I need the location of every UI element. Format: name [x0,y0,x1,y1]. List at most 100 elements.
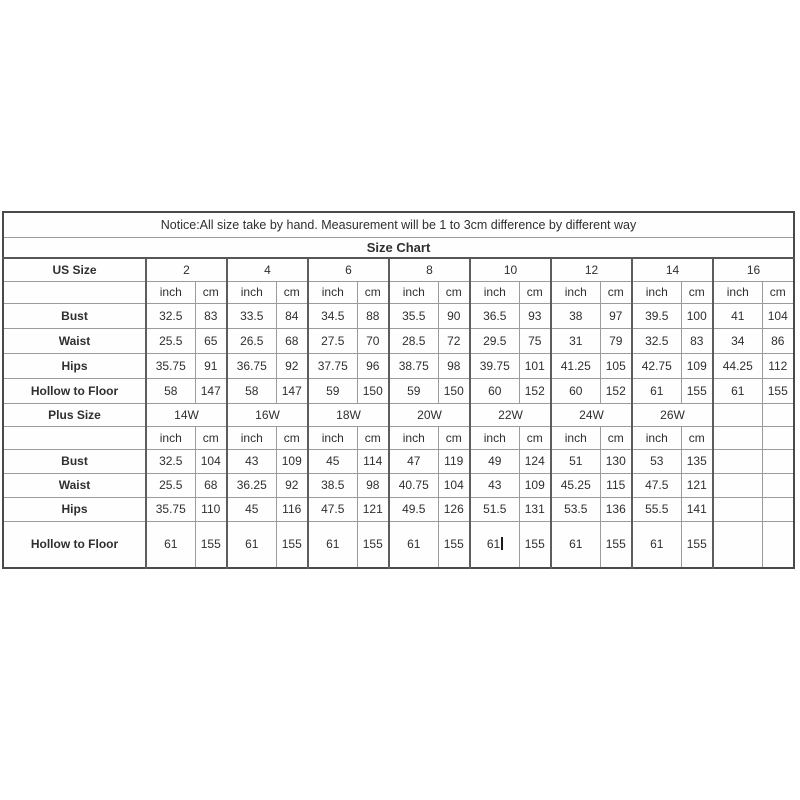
unit-header-cm-20w: cm [437,425,471,450]
size-header-16: 16 [711,257,795,282]
size-header-12: 12 [550,257,633,282]
standard-hips-16-inch: 44.25 [712,352,763,379]
plus-bust-24w-inch: 51 [550,448,601,474]
standard-waist-12-cm: 79 [599,327,633,354]
standard-units-row-spacer [2,280,147,304]
standard-waist-8-cm: 72 [437,327,471,354]
plus-hollow-to-floor-22w-cm: 155 [518,520,552,569]
standard-bust-10-cm: 93 [518,302,552,329]
plus-hips-20w-cm: 126 [437,496,471,522]
plus-hollow-to-floor-16w-inch: 61 [226,520,277,569]
plus-hips-22w-cm: 131 [518,496,552,522]
standard-bust-10-inch: 36.5 [469,302,520,329]
standard-size-header-row: US Size 2 4 6 8 10 12 14 16 [2,257,795,282]
row-label-waist: Waist [2,327,147,354]
standard-hips-2-inch: 35.75 [145,352,196,379]
unit-header-inch-20w: inch [388,425,439,450]
plus-waist-18w-cm: 98 [356,472,390,498]
standard-hips-6-cm: 96 [356,352,390,379]
notice-text: Notice:All size take by hand. Measuremen… [2,211,795,238]
standard-hips-6-inch: 37.75 [307,352,358,379]
standard-waist-8-inch: 28.5 [388,327,439,354]
plus-bust-14w-cm: 104 [194,448,228,474]
size-chart-table: Notice:All size take by hand. Measuremen… [2,211,796,569]
unit-header-cm-22w: cm [518,425,552,450]
standard-hips-10-cm: 101 [518,352,552,379]
unit-header-inch-14: inch [631,280,682,304]
plus-hips-16w-inch: 45 [226,496,277,522]
plus-waist-22w-cm: 109 [518,472,552,498]
standard-waist-6-cm: 70 [356,327,390,354]
plus-hips-26w-inch: 55.5 [631,496,682,522]
plus-bust-20w-cm: 119 [437,448,471,474]
standard-hollow-to-floor-8-inch: 59 [388,377,439,404]
plus-size-header-empty-cell [712,402,763,427]
unit-header-cm-4: cm [275,280,309,304]
plus-hips-18w-inch: 47.5 [307,496,358,522]
plus-units-empty-cell [761,425,795,450]
unit-header-inch-12: inch [550,280,601,304]
plus-bust-18w-inch: 45 [307,448,358,474]
size-header-18w: 18W [307,402,390,427]
plus-hollow-to-floor-26w-inch: 61 [631,520,682,569]
standard-hollow-to-floor-16-inch: 61 [712,377,763,404]
plus-header-label: Plus Size [2,402,147,427]
standard-waist-10-cm: 75 [518,327,552,354]
standard-waist-2-inch: 25.5 [145,327,196,354]
plus-hollow-to-floor-empty-cell [712,520,763,569]
plus-hollow-to-floor-24w-cm: 155 [599,520,633,569]
plus-hollow-to-floor-14w-inch: 61 [145,520,196,569]
standard-hollow-to-floor-10-inch: 60 [469,377,520,404]
notice-row: Notice:All size take by hand. Measuremen… [2,211,795,238]
standard-bust-8-cm: 90 [437,302,471,329]
plus-waist-14w-inch: 25.5 [145,472,196,498]
plus-hollow-to-floor-22w-inch: 61 [469,520,520,569]
row-label-waist: Waist [2,472,147,498]
standard-hollow-to-floor-row: Hollow to Floor 58 147 58 147 59 150 59 150 60 152… [2,377,795,404]
plus-waist-16w-cm: 92 [275,472,309,498]
standard-units-row: inch cm inch cm inch cm inch cm inch cm inch cm inch… [2,280,795,304]
plus-size-header-row: Plus Size 14W 16W 18W 20W 22W 24W 26W [2,402,795,427]
standard-hips-12-inch: 41.25 [550,352,601,379]
standard-waist-2-cm: 65 [194,327,228,354]
unit-header-cm-26w: cm [680,425,714,450]
plus-waist-22w-inch: 43 [469,472,520,498]
standard-waist-14-cm: 83 [680,327,714,354]
plus-bust-row: Bust 32.5 104 43 109 45 114 47 119 49 124 51 130 53 13… [2,448,795,474]
plus-size-header-empty-cell [761,402,795,427]
standard-hollow-to-floor-12-cm: 152 [599,377,633,404]
plus-hollow-to-floor-14w-cm: 155 [194,520,228,569]
plus-bust-22w-inch: 49 [469,448,520,474]
plus-waist-24w-cm: 115 [599,472,633,498]
plus-waist-26w-inch: 47.5 [631,472,682,498]
plus-bust-24w-cm: 130 [599,448,633,474]
size-header-24w: 24W [550,402,633,427]
row-label-hips: Hips [2,496,147,522]
standard-waist-16-cm: 86 [761,327,795,354]
plus-waist-20w-inch: 40.75 [388,472,439,498]
row-label-bust: Bust [2,448,147,474]
standard-waist-row: Waist 25.5 65 26.5 68 27.5 70 28.5 72 29.5 75 31 79 3… [2,327,795,354]
plus-hips-empty-cell [712,496,763,522]
plus-bust-26w-inch: 53 [631,448,682,474]
standard-bust-12-cm: 97 [599,302,633,329]
plus-hips-22w-inch: 51.5 [469,496,520,522]
standard-bust-12-inch: 38 [550,302,601,329]
standard-hollow-to-floor-4-inch: 58 [226,377,277,404]
standard-hollow-to-floor-10-cm: 152 [518,377,552,404]
plus-waist-18w-inch: 38.5 [307,472,358,498]
standard-bust-14-inch: 39.5 [631,302,682,329]
standard-hollow-to-floor-14-inch: 61 [631,377,682,404]
title-row: Size Chart [2,236,795,259]
size-header-2: 2 [145,257,228,282]
plus-hips-row: Hips 35.75 110 45 116 47.5 121 49.5 126 51.5 131 53… [2,496,795,522]
plus-hips-empty-cell [761,496,795,522]
size-header-14w: 14W [145,402,228,427]
row-label-hips: Hips [2,352,147,379]
standard-header-label: US Size [2,257,147,282]
size-header-10: 10 [469,257,552,282]
unit-header-cm-12: cm [599,280,633,304]
standard-bust-8-inch: 35.5 [388,302,439,329]
plus-hollow-to-floor-18w-inch: 61 [307,520,358,569]
